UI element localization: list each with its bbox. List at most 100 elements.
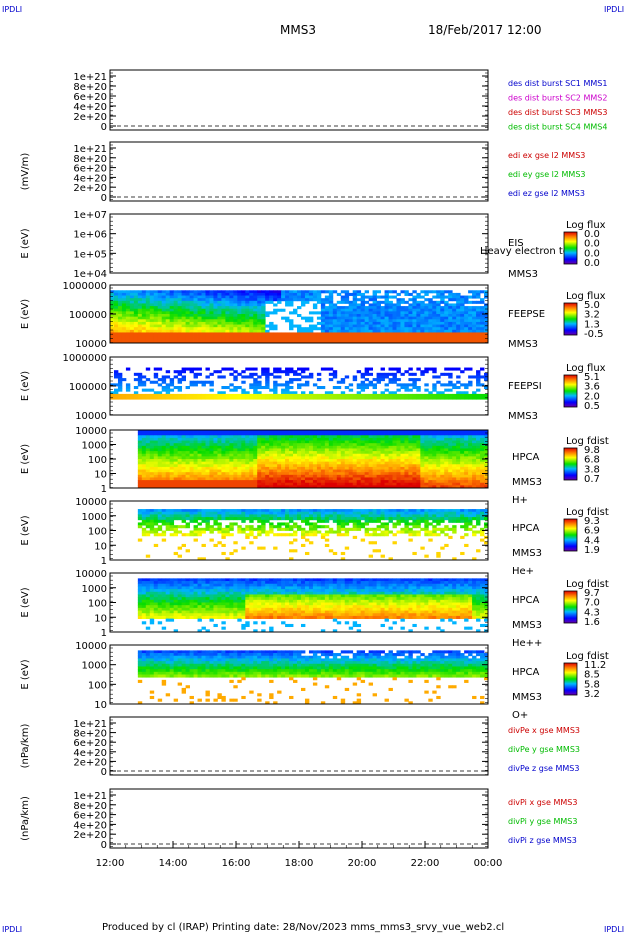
- spectrogram-cell: [412, 295, 417, 299]
- spectrogram-cell: [340, 456, 346, 460]
- spectrogram-cell: [472, 466, 477, 470]
- spectrogram-cell: [217, 292, 222, 296]
- spectrogram-cell: [293, 530, 298, 534]
- spectrogram-cell: [472, 469, 477, 473]
- spectrogram-cell: [388, 453, 393, 457]
- spectrogram-cell: [460, 461, 465, 465]
- spectrogram-cell: [181, 472, 186, 476]
- spectrogram-cell: [444, 340, 449, 344]
- spectrogram-cell: [141, 327, 147, 331]
- spectrogram-cell: [384, 388, 389, 392]
- spectrogram-cell: [348, 306, 354, 310]
- spectrogram-cell: [452, 453, 457, 457]
- spectrogram-cell: [404, 448, 409, 452]
- spectrogram-cell: [416, 388, 421, 392]
- spectrogram-cell: [273, 511, 278, 515]
- spectrogram-cell: [308, 393, 314, 397]
- spectrogram-cell: [293, 469, 298, 473]
- spectrogram-cell: [332, 459, 338, 463]
- spectrogram-cell: [225, 482, 230, 486]
- colorbar-tick-label: 9.8: [584, 445, 600, 456]
- spectrogram-cell: [396, 474, 401, 478]
- spectrogram-cell: [440, 472, 445, 476]
- spectrogram-cell: [456, 295, 461, 299]
- spectrogram-cell: [356, 432, 362, 436]
- spectrogram-cell: [209, 303, 214, 307]
- spectrogram-cell: [304, 482, 310, 486]
- spectrogram-cell: [241, 477, 246, 481]
- spectrogram-cell: [241, 380, 246, 384]
- spectrogram-cell: [300, 295, 306, 299]
- spectrogram-cell: [237, 292, 242, 296]
- spectrogram-cell: [153, 527, 159, 531]
- spectrogram-cell: [396, 445, 401, 449]
- spectrogram-cell: [464, 327, 469, 331]
- spectrogram-cell: [297, 335, 302, 339]
- spectrogram-cell: [221, 306, 226, 310]
- spectrogram-cell: [249, 292, 254, 296]
- spectrogram-cell: [273, 525, 278, 529]
- spectrogram-cell: [189, 321, 194, 325]
- spectrogram-cell: [137, 517, 143, 521]
- spectrogram-cell: [396, 314, 401, 318]
- spectrogram-cell: [480, 340, 485, 344]
- spectrogram-cell: [416, 466, 421, 470]
- spectrogram-cell: [340, 335, 346, 339]
- spectrogram-cell: [209, 372, 214, 376]
- spectrogram-cell: [460, 448, 465, 452]
- spectrogram-cell: [117, 298, 123, 302]
- spectrogram-cell: [400, 459, 405, 463]
- spectrogram-cell: [476, 335, 481, 339]
- spectrogram-cell: [241, 453, 246, 457]
- spectrogram-cell: [396, 435, 401, 439]
- spectrogram-cell: [213, 295, 218, 299]
- spectrogram-cell: [332, 290, 338, 294]
- spectrogram-cell: [344, 443, 350, 447]
- spectrogram-cell: [476, 306, 481, 310]
- spectrogram-cell: [293, 464, 298, 468]
- spectrogram-cell: [476, 461, 481, 465]
- y-axis-label: E (eV): [20, 371, 31, 401]
- spectrogram-cell: [197, 300, 202, 304]
- spectrogram-cell: [360, 321, 366, 325]
- spectrogram-cell: [388, 311, 393, 315]
- spectrogram-cell: [308, 464, 314, 468]
- spectrogram-cell: [293, 459, 298, 463]
- spectrogram-cell: [225, 329, 230, 333]
- spectrogram-cell: [440, 485, 445, 489]
- spectrogram-cell: [392, 448, 397, 452]
- spectrogram-cell: [165, 435, 171, 439]
- spectrogram-cell: [384, 311, 389, 315]
- spectrogram-cell: [293, 295, 298, 299]
- spectrogram-cell: [125, 308, 131, 312]
- spectrogram-cell: [384, 303, 389, 307]
- spectrogram-cell: [360, 472, 366, 476]
- spectrogram-cell: [221, 469, 226, 473]
- spectrogram-cell: [404, 459, 409, 463]
- spectrogram-cell: [165, 464, 171, 468]
- spectrogram-cell: [392, 332, 397, 336]
- spectrogram-cell: [241, 435, 246, 439]
- spectrogram-cell: [209, 321, 214, 325]
- spectrogram-cell: [352, 480, 358, 484]
- spectrogram-cell: [384, 396, 389, 400]
- spectrogram-cell: [157, 469, 163, 473]
- spectrogram-cell: [161, 393, 167, 397]
- spectrogram-cell: [113, 314, 119, 318]
- spectrogram-cell: [129, 303, 135, 307]
- spectrogram-cell: [416, 319, 421, 323]
- spectrogram-cell: [161, 432, 167, 436]
- spectrogram-cell: [129, 314, 135, 318]
- spectrogram-cell: [476, 314, 481, 318]
- spectrogram-cell: [233, 321, 238, 325]
- spectrogram-cell: [289, 445, 294, 449]
- spectrogram-cell: [205, 300, 210, 304]
- spectrogram-cell: [312, 451, 318, 455]
- spectrogram-cell: [217, 472, 222, 476]
- spectrogram-cell: [177, 290, 183, 294]
- spectrogram-cell: [177, 459, 183, 463]
- spectrogram-cell: [113, 372, 119, 376]
- spectrogram-cell: [444, 337, 449, 341]
- spectrogram-cell: [193, 311, 198, 315]
- spectrogram-cell: [412, 456, 417, 460]
